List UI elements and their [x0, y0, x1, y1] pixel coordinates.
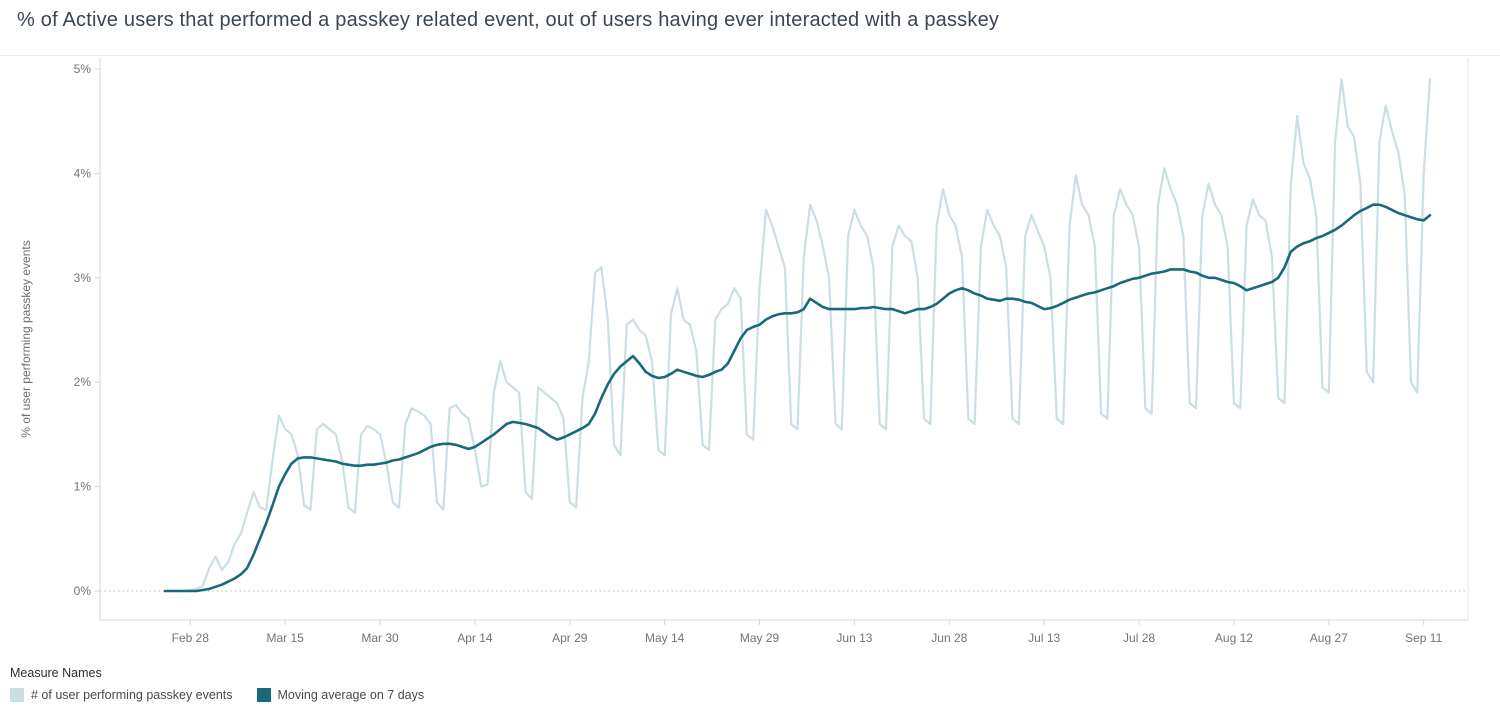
x-tick-label: Mar 15: [266, 631, 304, 645]
daily-line[interactable]: [163, 78, 1432, 593]
y-tick-label: 5%: [74, 62, 92, 76]
x-tick-label: Jul 13: [1028, 631, 1060, 645]
x-tick-label: Jun 28: [931, 631, 967, 645]
x-tick-label: Jul 28: [1123, 631, 1155, 645]
legend-item-label: # of user performing passkey events: [31, 688, 233, 702]
x-tick-label: Jun 13: [836, 631, 872, 645]
legend-item-moving-average[interactable]: Moving average on 7 days: [256, 688, 425, 702]
legend-items: # of user performing passkey events Movin…: [10, 688, 424, 702]
legend-item-label: Moving average on 7 days: [277, 688, 425, 702]
y-tick-label: 1%: [74, 480, 92, 494]
x-tick-label: Feb 28: [172, 631, 210, 645]
y-tick-label: 3%: [74, 271, 92, 285]
legend: Measure Names # of user performing passk…: [10, 666, 424, 702]
y-tick-label: 2%: [74, 375, 92, 389]
legend-swatch-moving-average: [256, 688, 271, 702]
chart-title: % of Active users that performed a passk…: [17, 9, 1000, 31]
moving-average-line[interactable]: [163, 203, 1432, 593]
x-tick-label: Mar 30: [361, 631, 399, 645]
y-tick-label: 0%: [74, 584, 92, 598]
x-tick-label: Apr 29: [552, 631, 588, 645]
x-tick-label: Aug 27: [1310, 631, 1348, 645]
x-tick-label: May 29: [740, 631, 780, 645]
x-tick-label: Apr 14: [457, 631, 493, 645]
legend-title: Measure Names: [10, 666, 102, 680]
legend-swatch-daily: [10, 688, 24, 702]
chart-canvas: 0% 1% 2% 3% 4% 5% Feb 28 Mar 15 Mar 30 Apr 14 Apr …: [19, 58, 1469, 645]
x-tick-label: Sep 11: [1405, 631, 1442, 645]
y-axis-title: % of user performing passkey events: [19, 240, 33, 437]
x-tick-label: Aug 12: [1215, 631, 1253, 645]
legend-item-daily[interactable]: # of user performing passkey events: [10, 688, 233, 702]
title-divider: [0, 55, 1500, 56]
y-tick-label: 4%: [74, 166, 92, 180]
x-tick-label: May 14: [645, 631, 685, 645]
